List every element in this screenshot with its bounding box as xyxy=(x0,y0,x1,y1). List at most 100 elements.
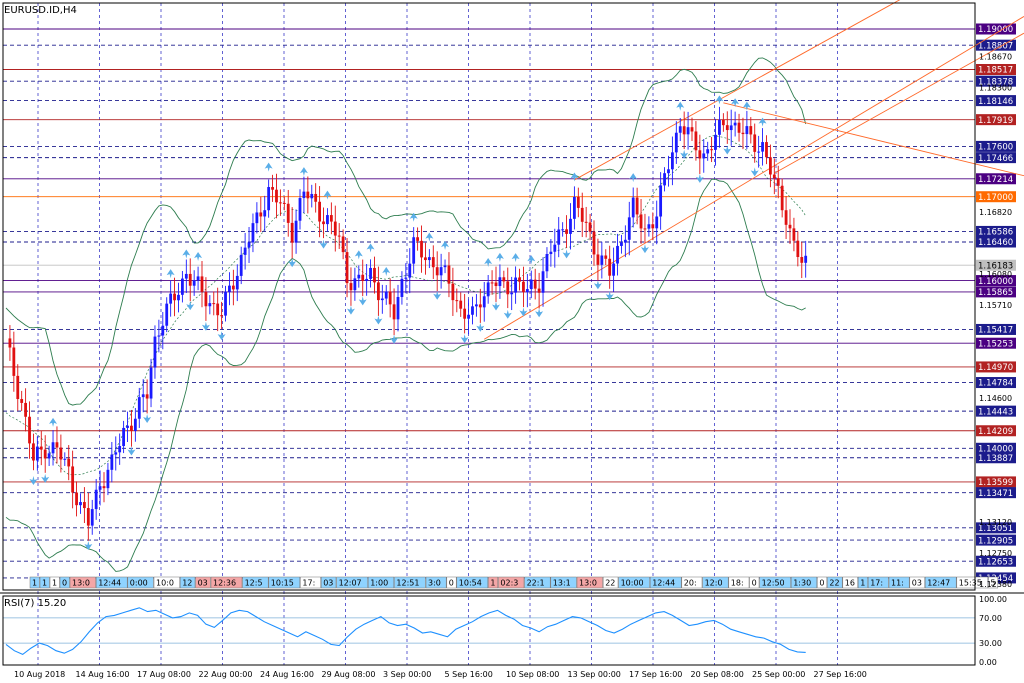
time-stamp-box xyxy=(649,576,682,589)
fractal-down-arrow xyxy=(374,315,383,325)
fractal-down-arrow xyxy=(127,446,136,456)
channel-mid-line xyxy=(774,32,1024,174)
candle-body xyxy=(79,502,82,506)
time-stamp-box xyxy=(456,576,489,589)
candle-body xyxy=(502,277,506,282)
fractal-down-arrow xyxy=(288,258,297,268)
candle-body xyxy=(635,197,639,215)
time-stamp-label: 12:47 xyxy=(927,579,950,588)
fractal-up-arrow xyxy=(731,98,740,108)
candle-body xyxy=(620,242,623,246)
price-level-box xyxy=(976,425,1016,437)
price-level-box xyxy=(976,361,1016,373)
price-level-box xyxy=(976,140,1016,152)
price-level-label: 1.13051 xyxy=(978,524,1013,534)
candle-body xyxy=(228,285,231,292)
candle-body xyxy=(435,267,439,276)
candle-body xyxy=(173,293,176,301)
trend-channel-layer xyxy=(484,0,1024,340)
time-stamp-label: 15:35 xyxy=(959,579,982,588)
fractal-down-arrow xyxy=(433,290,442,300)
candle-body xyxy=(75,492,78,506)
candle-body xyxy=(655,216,659,229)
fractal-up-arrow xyxy=(264,162,273,172)
candle-body xyxy=(361,274,365,281)
price-level-box xyxy=(976,476,1016,488)
time-stamp-label: 0 xyxy=(752,579,757,588)
candle-body xyxy=(729,125,733,131)
candle-body xyxy=(306,191,310,199)
time-stamp-label: 12:44 xyxy=(98,579,121,588)
candle-body xyxy=(392,304,396,320)
candle-body xyxy=(541,271,545,293)
time-stamp-label: 22 xyxy=(605,579,615,588)
time-stamp-label: 0 xyxy=(62,579,67,588)
candle-body xyxy=(106,469,110,489)
candle-body xyxy=(188,273,192,286)
price-level-label: 1.15865 xyxy=(978,288,1013,298)
candle-body xyxy=(259,212,263,217)
candle-body xyxy=(94,489,98,510)
time-stamp-label: 17: xyxy=(870,579,883,588)
time-stamp-label: 22:1 xyxy=(527,579,545,588)
time-stamp-box xyxy=(69,576,96,589)
price-level-box xyxy=(976,555,1016,567)
candle-body xyxy=(408,263,412,278)
candle-body xyxy=(616,245,619,264)
price-scale-label: 1.12380 xyxy=(979,580,1012,589)
candle-body xyxy=(643,228,647,230)
candle-body xyxy=(580,207,584,222)
candle-body xyxy=(792,228,796,241)
price-level-label: 1.13471 xyxy=(978,489,1013,499)
fractal-up-arrow xyxy=(49,417,58,427)
candle-body xyxy=(576,196,580,208)
price-level-label: 1.16586 xyxy=(978,228,1013,238)
candle-body xyxy=(710,149,713,151)
x-tick-label: 27 Sep 16:00 xyxy=(814,670,867,679)
fractal-down-arrow xyxy=(695,173,704,183)
candle-body xyxy=(181,278,184,295)
candle-body xyxy=(157,335,161,337)
time-stamp-label: 1:00 xyxy=(370,579,388,588)
candle-body xyxy=(529,279,533,290)
time-stamp-label: 12:44 xyxy=(652,579,675,588)
candle-body xyxy=(674,132,678,153)
candle-body xyxy=(102,486,106,489)
price-level-box xyxy=(976,39,1016,51)
time-stamp-label: 0 xyxy=(449,579,454,588)
candle-body xyxy=(557,229,561,245)
candle-body xyxy=(800,257,804,263)
candle-body xyxy=(686,127,690,135)
time-stamp-label: 0 xyxy=(819,579,824,588)
time-stamp-label: 11: xyxy=(891,579,904,588)
candle-body xyxy=(192,280,196,286)
candle-body xyxy=(678,126,682,133)
time-stamp-box xyxy=(242,576,269,589)
candle-body xyxy=(235,275,239,290)
candle-body xyxy=(725,125,729,131)
rsi-tick-label: 70.00 xyxy=(979,614,1002,623)
x-tick-label: 29 Aug 08:00 xyxy=(322,670,376,679)
main-pane-frame xyxy=(2,2,976,591)
price-scale-label: 1.16820 xyxy=(979,208,1012,217)
candle-body xyxy=(494,282,498,287)
fractal-down-arrow xyxy=(358,296,367,306)
time-stamp-label: 17: xyxy=(302,579,315,588)
price-scale-label: 1.14600 xyxy=(979,394,1012,403)
time-stamp-label: 5 xyxy=(990,579,995,588)
candle-body xyxy=(314,193,318,202)
time-stamp-label: 18: xyxy=(731,579,744,588)
rsi-line xyxy=(5,607,806,656)
candle-body xyxy=(369,267,372,279)
fractal-down-arrow xyxy=(29,475,38,485)
candle-body xyxy=(20,399,24,403)
candle-body xyxy=(16,375,20,400)
candle-body xyxy=(459,300,463,309)
candle-body xyxy=(12,347,16,376)
candle-body xyxy=(569,218,572,234)
price-level-box xyxy=(976,534,1016,546)
candle-body xyxy=(690,127,694,132)
price-level-box xyxy=(976,377,1016,389)
candle-body xyxy=(796,240,800,258)
